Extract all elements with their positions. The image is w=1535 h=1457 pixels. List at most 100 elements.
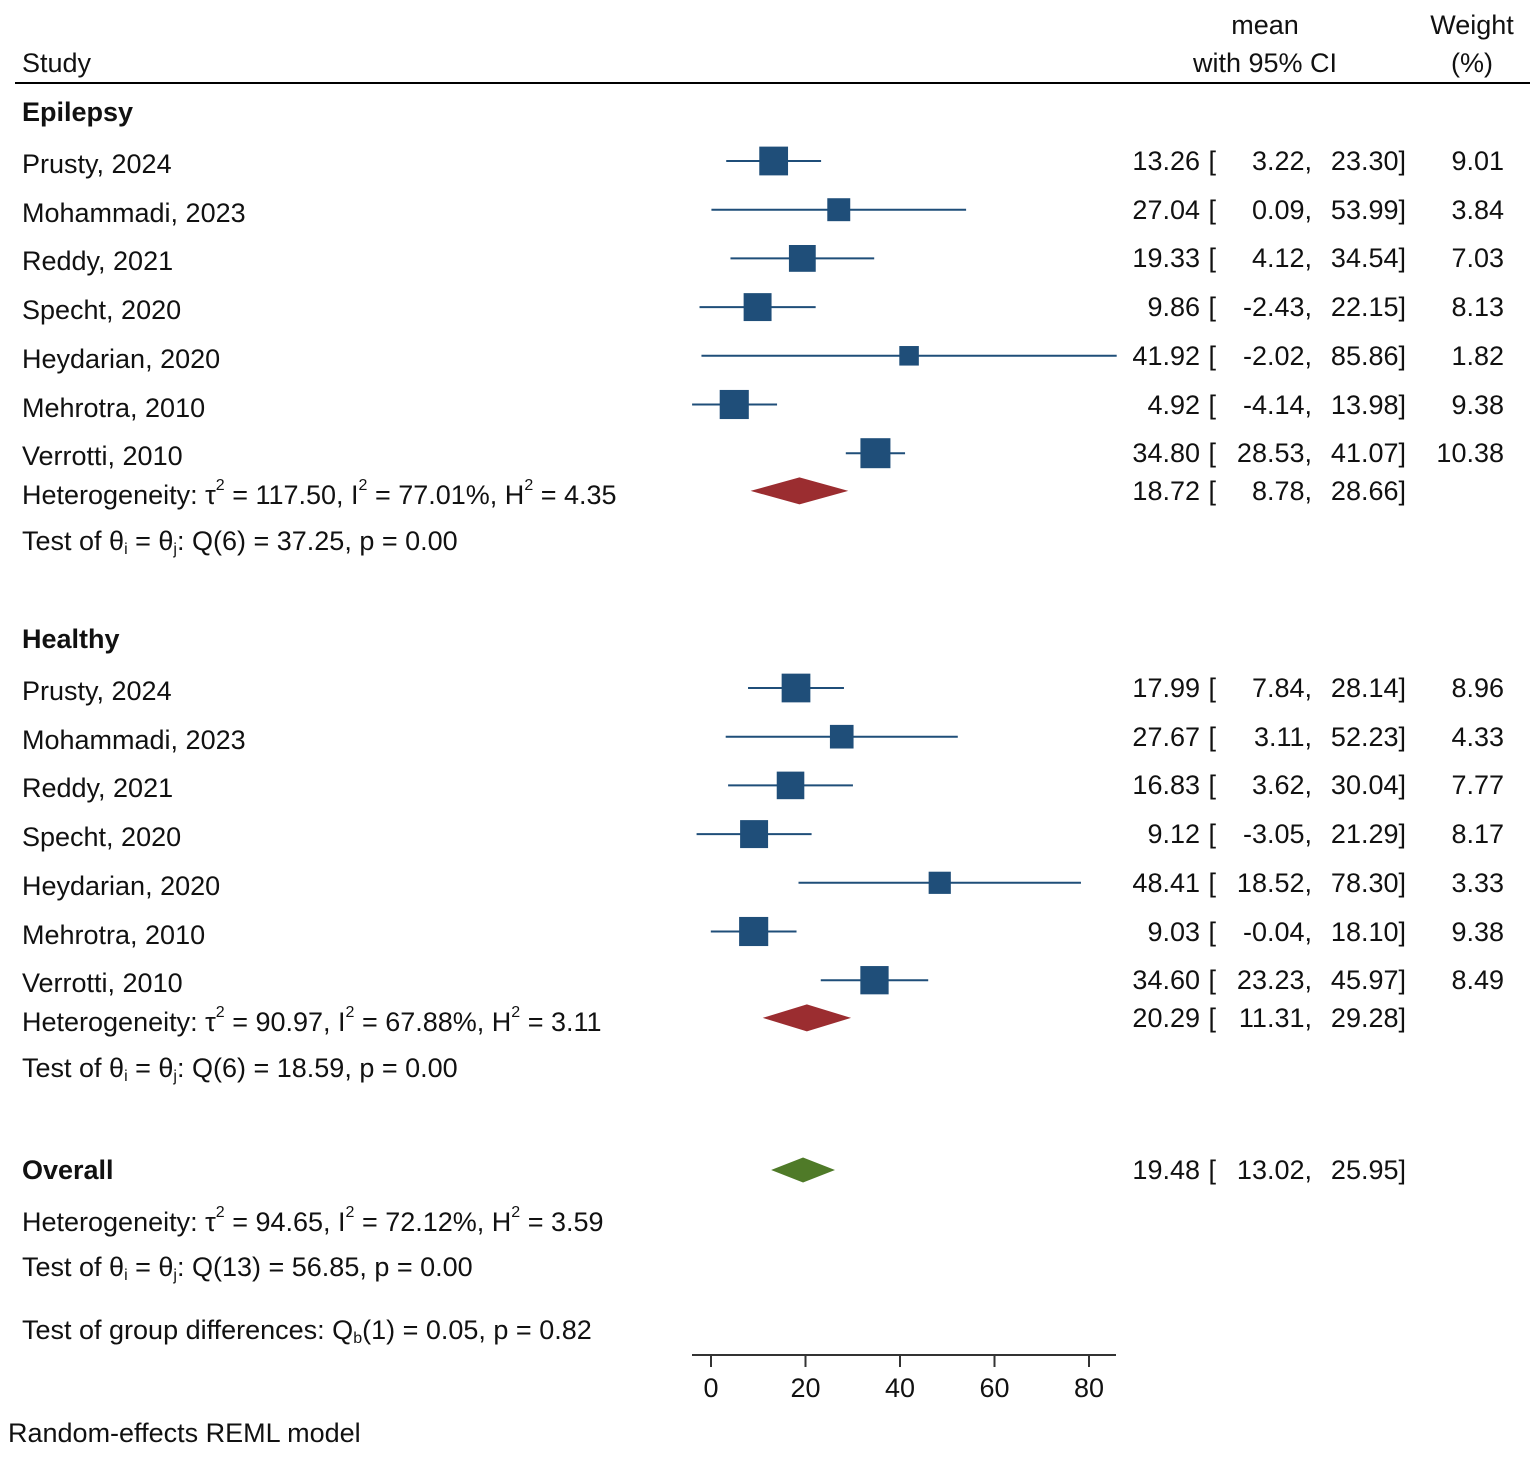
ci-bracket: [ [1208,673,1216,703]
subscript-i: i [124,1067,128,1085]
study-marker [740,820,769,849]
ci-upper-value: 22.15] [1330,292,1406,323]
heterogeneity-text: Heterogeneity: τ2 = 117.50, I2 = 77.01%,… [22,477,617,510]
ci-lower-value: 8.78, [1251,475,1312,506]
homogeneity-test-text: Test of θi = θj: Q(13) = 56.85, p = 0.00 [22,1254,473,1284]
study-marker [719,389,749,420]
study-marker [827,198,851,222]
ci-bracket: [ [1208,867,1216,898]
ci-upper-value: 25.95] [1330,1155,1406,1185]
ci-lower-value: 28.53, [1236,438,1312,469]
het-prefix: Heterogeneity: τ [22,479,216,510]
test-rest: : Q(6) = 18.59, p = 0.00 [176,1052,458,1083]
ci-upper-value: 85.86] [1330,340,1406,371]
superscript-2: 2 [215,1204,225,1221]
het-h2: = 3.59 [520,1207,604,1237]
study-marker [860,966,889,995]
ci-bracket: [ [1208,721,1216,752]
het-tau2: = 117.50, I [224,479,359,510]
ci-bracket: [ [1208,916,1216,947]
ci-mean-value: 9.12 [1147,819,1200,850]
study-label: Reddy, 2021 [22,246,174,277]
study-column-header: Study [22,48,92,78]
ci-mean-value: 9.03 [1147,916,1200,947]
study-label: Mehrotra, 2010 [22,392,206,423]
study-marker [829,724,854,749]
ci-mean-value: 27.67 [1132,721,1200,752]
ci-bracket: [ [1208,1002,1216,1033]
ci-mean-value: 19.33 [1132,243,1200,274]
study-label: Heydarian, 2020 [22,343,221,374]
x-axis-tick-label: 80 [1073,1373,1105,1403]
ci-mean-value: 34.60 [1132,965,1200,996]
group-diff-prefix: Test of group differences: Q [22,1315,354,1345]
ci-mean-value: 4.92 [1147,389,1200,420]
ci-upper-value: 13.98] [1330,389,1406,420]
subgroup-title: Healthy [22,624,120,654]
overall-title: Overall [22,1155,114,1185]
test-rest: : Q(6) = 37.25, p = 0.00 [176,525,458,556]
ci-upper-value: 18.10] [1330,916,1406,947]
ci-mean-value: 18.72 [1132,475,1200,506]
ci-lower-value: 3.11, [1253,721,1312,752]
weight-value: 7.03 [1451,243,1504,274]
ci-mean-value: 41.92 [1132,340,1200,371]
ci-bracket: [ [1208,389,1216,420]
group-differences-text: Test of group differences: Qb(1) = 0.05,… [22,1317,592,1347]
ci-lower-value: 11.31, [1238,1002,1312,1033]
weight-column-header-line1: Weight [1430,10,1514,40]
x-axis-tick-label: 60 [979,1373,1010,1403]
weight-value: 8.49 [1451,965,1504,996]
overall-pooled-diamond [771,1157,835,1183]
test-prefix: Test of θ [22,1052,125,1083]
ci-bracket: [ [1208,292,1216,323]
study-label: Verrotti, 2010 [22,441,183,472]
ci-bracket: [ [1208,438,1216,469]
het-h2: = 3.11 [520,1006,602,1037]
model-footnote: Random-effects REML model [8,1418,361,1448]
subscript-j: j [173,1067,177,1085]
ci-bracket: [ [1208,819,1216,850]
het-prefix: Heterogeneity: τ [22,1006,216,1037]
ci-mean-value: 17.99 [1132,673,1200,703]
ci-bracket: [ [1208,340,1216,371]
ci-upper-value: 45.97] [1330,965,1406,996]
ci-bracket: [ [1208,1155,1216,1185]
test-mid: = θ [127,1252,174,1282]
study-marker [781,673,811,703]
study-marker [899,346,919,366]
homogeneity-test-text: Test of θi = θj: Q(6) = 37.25, p = 0.00 [22,525,458,558]
study-label: Prusty, 2024 [22,149,172,179]
subgroup-pooled-diamond [762,1004,852,1032]
ci-lower-value: 13.02, [1236,1155,1312,1185]
test-prefix: Test of θ [22,1252,125,1282]
ci-lower-value: 4.12, [1251,243,1312,274]
superscript-2: 2 [345,1003,355,1021]
het-h2: = 4.35 [533,479,617,510]
superscript-2: 2 [215,1003,225,1021]
superscript-2: 2 [511,1003,521,1021]
ci-lower-value: -2.43, [1242,292,1312,323]
ci-mean-value: 20.29 [1132,1002,1200,1033]
header-rule [15,82,1530,84]
study-label: Prusty, 2024 [22,676,172,706]
test-mid: = θ [127,525,174,556]
ci-mean-value: 9.86 [1147,292,1200,323]
x-axis-tick-label: 0 [703,1373,719,1403]
ci-lower-value: -2.02, [1242,340,1312,371]
ci-bracket: [ [1208,146,1216,176]
ci-mean-value: 34.80 [1132,438,1200,469]
weight-value: 9.38 [1451,389,1504,420]
test-mid: = θ [127,1052,174,1083]
ci-upper-value: 53.99] [1330,194,1406,225]
ci-mean-value: 13.26 [1132,146,1200,176]
ci-lower-value: 3.22, [1251,146,1312,176]
subscript-i: i [124,1267,128,1284]
study-label: Mohammadi, 2023 [22,724,246,755]
mean-column-header-line2: with 95% CI [1192,48,1338,78]
heterogeneity-text: Heterogeneity: τ2 = 90.97, I2 = 67.88%, … [22,1003,602,1037]
ci-upper-value: 28.14] [1330,673,1406,703]
ci-bracket: [ [1208,770,1216,801]
het-i2: = 72.12%, H [354,1207,512,1237]
weight-value: 10.38 [1436,438,1504,469]
